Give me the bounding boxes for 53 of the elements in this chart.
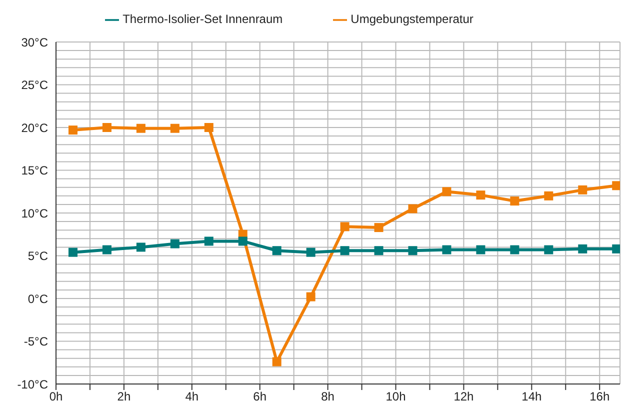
- point: [204, 236, 214, 246]
- x-tick-label: 8h: [321, 390, 334, 404]
- legend-label: Umgebungstemperatur: [350, 12, 474, 26]
- y-tick-label: 25°C: [21, 78, 48, 92]
- point: [306, 292, 316, 302]
- point: [170, 124, 180, 133]
- x-tick-label: 14h: [522, 390, 542, 404]
- point: [408, 246, 418, 256]
- point: [68, 126, 78, 135]
- point: [340, 222, 350, 232]
- y-tick-label: 20°C: [21, 120, 48, 135]
- point: [136, 124, 146, 133]
- point: [612, 244, 620, 254]
- x-tick-label: 12h: [454, 390, 474, 404]
- point: [306, 248, 316, 257]
- y-tick-label: 30°C: [21, 35, 48, 50]
- point: [68, 248, 78, 257]
- y-tick-label: 0°C: [28, 292, 48, 306]
- point: [374, 223, 384, 232]
- point: [272, 357, 282, 366]
- point: [544, 191, 554, 200]
- y-tick-label: 15°C: [21, 164, 48, 178]
- x-tick-label: 2h: [117, 390, 131, 404]
- x-tick-label: 16h: [590, 390, 610, 404]
- point: [510, 196, 520, 206]
- y-tick-label: 5°C: [28, 249, 48, 264]
- point: [510, 245, 520, 254]
- point: [544, 245, 554, 254]
- point: [442, 245, 452, 254]
- point: [476, 190, 486, 200]
- point: [476, 245, 486, 254]
- x-tick-label: 10h: [386, 390, 406, 404]
- point: [102, 245, 112, 254]
- point: [612, 181, 620, 190]
- y-tick-label: -5°C: [24, 334, 48, 349]
- point: [408, 204, 418, 214]
- point: [170, 239, 180, 248]
- point: [374, 246, 384, 256]
- x-tick-label: 4h: [185, 390, 199, 404]
- point: [204, 123, 214, 132]
- point: [102, 123, 112, 132]
- point: [238, 236, 248, 246]
- x-tick-label: 0h: [49, 390, 63, 404]
- point: [578, 185, 588, 194]
- y-tick-label: 10°C: [21, 206, 48, 220]
- point: [578, 244, 588, 254]
- point: [340, 246, 350, 256]
- point: [272, 246, 282, 256]
- x-tick-label: 6h: [253, 390, 267, 404]
- y-tick-label: -10°C: [17, 377, 48, 392]
- point: [136, 242, 146, 252]
- legend-label: Thermo-Isolier-Set Innenraum: [122, 12, 283, 26]
- point: [442, 187, 452, 196]
